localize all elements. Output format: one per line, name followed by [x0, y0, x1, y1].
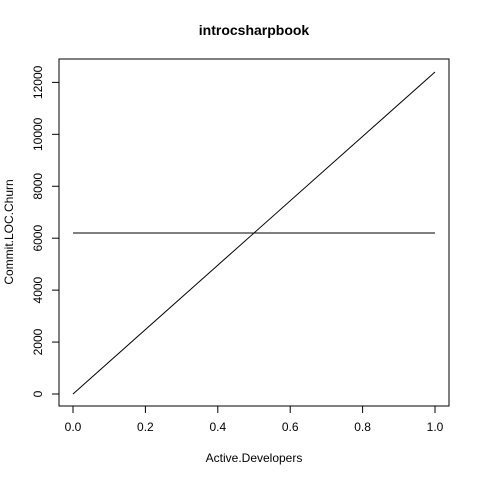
y-axis: 0 2000 4000 6000 8000 10000 12000	[31, 65, 60, 397]
chart-title: introcsharpbook	[199, 22, 310, 38]
y-tick-label: 0	[31, 390, 45, 397]
y-tick-label: 4000	[31, 276, 45, 303]
y-tick-label: 10000	[31, 117, 45, 151]
y-tick-label: 6000	[31, 225, 45, 252]
series-layer	[72, 71, 436, 395]
x-tick-label: 0.8	[354, 420, 371, 434]
x-tick-label: 0.0	[65, 420, 82, 434]
x-axis-label: Active.Developers	[206, 451, 303, 465]
y-tick-label: 8000	[31, 173, 45, 200]
x-tick-label: 0.4	[209, 420, 226, 434]
y-tick-label: 2000	[31, 328, 45, 355]
y-axis-label: Commit.LOC.Churn	[2, 179, 16, 284]
x-tick-label: 1.0	[427, 420, 444, 434]
x-axis: 0.0 0.2 0.4 0.6 0.8 1.0	[65, 405, 444, 434]
x-tick-label: 0.6	[282, 420, 299, 434]
x-tick-label: 0.2	[137, 420, 154, 434]
y-tick-label: 12000	[31, 65, 45, 99]
